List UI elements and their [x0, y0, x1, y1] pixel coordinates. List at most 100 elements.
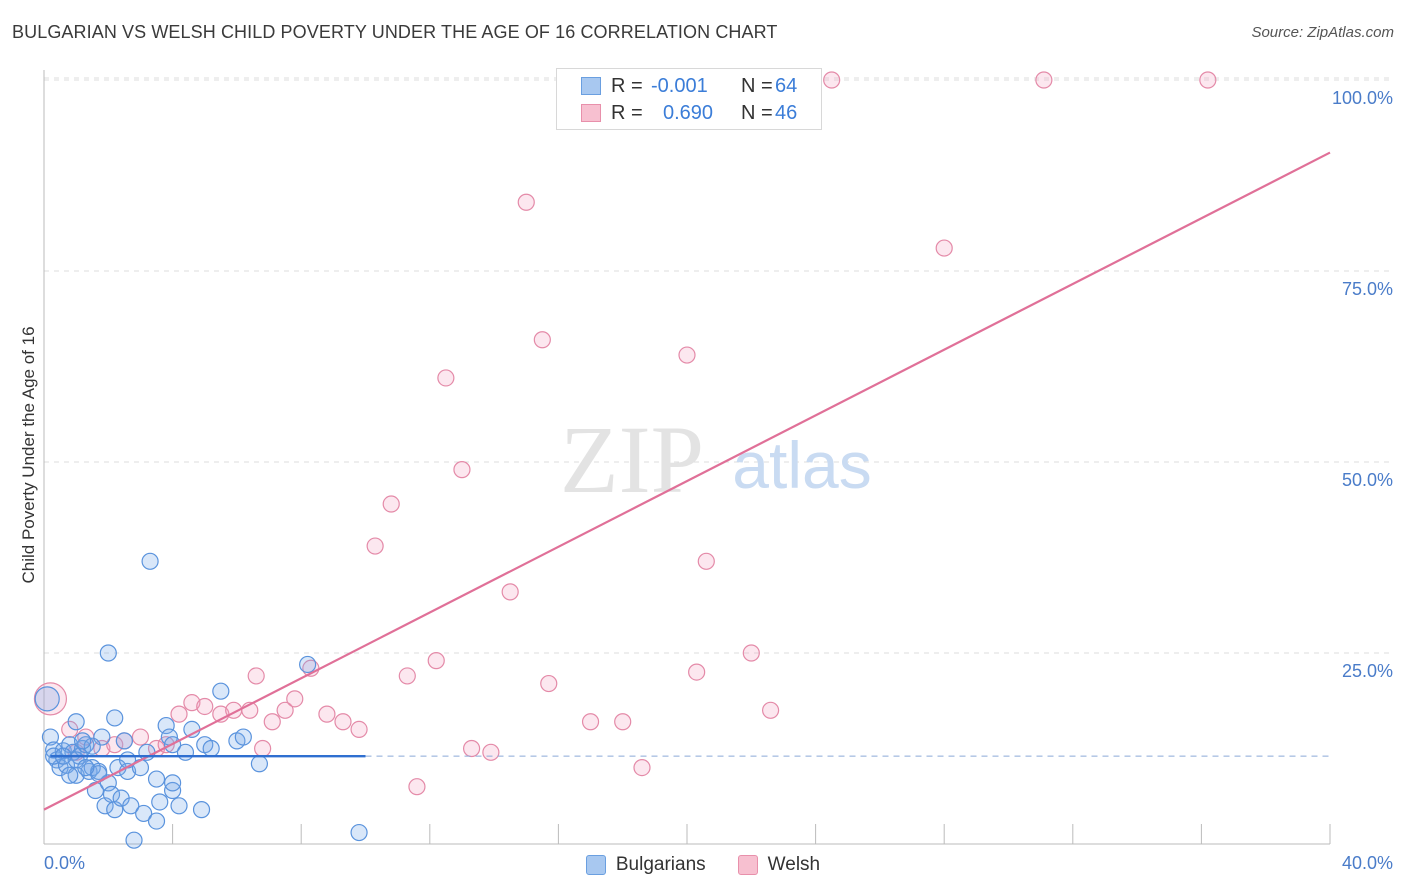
- bulgarian-point: [34, 686, 60, 712]
- chart-title: BULGARIAN VS WELSH CHILD POVERTY UNDER T…: [12, 22, 778, 42]
- bulgarian-point: [170, 797, 188, 815]
- welsh-point: [382, 495, 400, 513]
- bulgarian-point: [212, 682, 230, 700]
- welsh-point: [1035, 71, 1053, 89]
- welsh-point: [1199, 71, 1217, 89]
- welsh-point: [276, 701, 294, 719]
- legend-row-welsh: R = 0.690 N = 46: [581, 100, 797, 126]
- bulgarian-point: [83, 737, 101, 755]
- legend-swatch-bulgarians: [581, 77, 601, 95]
- welsh-point: [540, 674, 558, 693]
- y-tick-label: 50.0%: [1342, 470, 1393, 490]
- bulgarian-points: [34, 552, 368, 849]
- series-legend: Bulgarians Welsh: [0, 852, 1406, 878]
- welsh-point: [247, 667, 265, 685]
- legend-r-label: R =: [611, 101, 643, 124]
- welsh-point: [398, 667, 416, 685]
- welsh-point: [366, 537, 384, 555]
- welsh-trendline: [43, 151, 1331, 811]
- legend-item-welsh[interactable]: Welsh: [737, 854, 821, 876]
- welsh-point: [678, 346, 696, 364]
- watermark: ZIP atlas: [560, 406, 872, 513]
- welsh-point: [688, 663, 706, 681]
- welsh-point: [614, 713, 632, 731]
- welsh-point: [453, 461, 471, 479]
- welsh-point: [286, 690, 304, 708]
- bulgarian-point: [125, 831, 143, 849]
- welsh-point: [482, 743, 500, 761]
- welsh-point: [254, 739, 272, 758]
- legend-n-label: N =: [741, 101, 773, 124]
- welsh-point: [263, 713, 281, 731]
- welsh-point: [170, 705, 188, 723]
- legend-item-bulgarians[interactable]: Bulgarians: [585, 854, 706, 876]
- y-tick-label: 100.0%: [1332, 88, 1393, 108]
- welsh-point: [408, 778, 426, 796]
- bulgarian-point: [61, 766, 79, 784]
- welsh-point: [33, 682, 68, 716]
- legend-n-label: N =: [741, 74, 773, 97]
- welsh-point: [106, 736, 124, 754]
- bulgarian-point: [41, 728, 60, 746]
- legend-r-value-welsh: 0.690: [663, 101, 714, 124]
- x-tick-label-right: 40.0%: [1342, 853, 1393, 873]
- legend-label-welsh: Welsh: [767, 854, 821, 875]
- bulgarian-point: [202, 739, 220, 758]
- legend-swatch-welsh: [581, 104, 601, 122]
- y-tick-label: 75.0%: [1342, 279, 1393, 299]
- welsh-point: [131, 728, 150, 746]
- source-label: Source: ZipAtlas.com: [1251, 24, 1394, 41]
- trendlines: [43, 151, 1331, 811]
- welsh-point: [517, 193, 535, 211]
- bulgarian-point: [77, 758, 95, 777]
- bulgarian-point: [192, 801, 211, 819]
- watermark-atlas: atlas: [732, 428, 871, 502]
- welsh-point: [501, 583, 519, 601]
- bulgarian-point: [250, 755, 269, 773]
- correlation-legend: R = -0.001 N = 64 R = 0.690 N = 46: [556, 68, 822, 130]
- welsh-point: [183, 694, 201, 712]
- welsh-point: [633, 758, 651, 777]
- welsh-point: [196, 697, 214, 716]
- bulgarian-point: [299, 655, 317, 674]
- welsh-points: [33, 71, 1217, 796]
- bulgarian-point: [164, 774, 182, 792]
- bulgarian-point: [176, 743, 195, 761]
- welsh-point: [697, 552, 715, 570]
- legend-r-value-bulgarians: -0.001: [651, 74, 708, 97]
- welsh-point: [581, 713, 600, 731]
- axes: [43, 70, 1331, 845]
- bulgarian-point: [147, 812, 166, 830]
- bulgarian-point: [106, 709, 124, 727]
- bulgarian-point: [135, 804, 153, 823]
- bulgarian-point: [67, 713, 85, 731]
- legend-n-value-bulgarians: 64: [775, 74, 798, 97]
- legend-label-bulgarians: Bulgarians: [615, 854, 706, 875]
- bulgarian-point: [151, 793, 169, 811]
- welsh-point: [318, 705, 336, 723]
- bulgarian-point: [350, 823, 368, 842]
- y-axis-label: Child Poverty Under the Age of 16: [19, 326, 38, 583]
- welsh-point: [823, 71, 841, 89]
- welsh-point: [350, 720, 368, 739]
- bulgarian-point: [115, 732, 133, 750]
- bulgarian-point: [118, 751, 137, 769]
- welsh-point: [935, 239, 953, 257]
- welsh-point: [533, 331, 551, 349]
- welsh-point: [427, 652, 445, 670]
- bulgarian-point: [234, 728, 252, 746]
- welsh-point: [437, 369, 455, 387]
- bulgarian-point: [45, 741, 63, 759]
- tick-labels: 25.0% 50.0% 75.0% 100.0% 0.0% 40.0%: [44, 88, 1393, 873]
- welsh-point: [761, 701, 780, 719]
- legend-n-value-welsh: 46: [775, 101, 798, 124]
- welsh-point: [334, 713, 352, 731]
- legend-r-label: R =: [611, 74, 643, 97]
- watermark-zip: ZIP: [560, 406, 704, 513]
- bulgarian-point: [99, 644, 117, 662]
- y-tick-label: 25.0%: [1342, 661, 1393, 681]
- bulgarian-point: [122, 797, 140, 815]
- legend-swatch-welsh: [737, 855, 758, 875]
- bulgarian-point: [141, 552, 159, 570]
